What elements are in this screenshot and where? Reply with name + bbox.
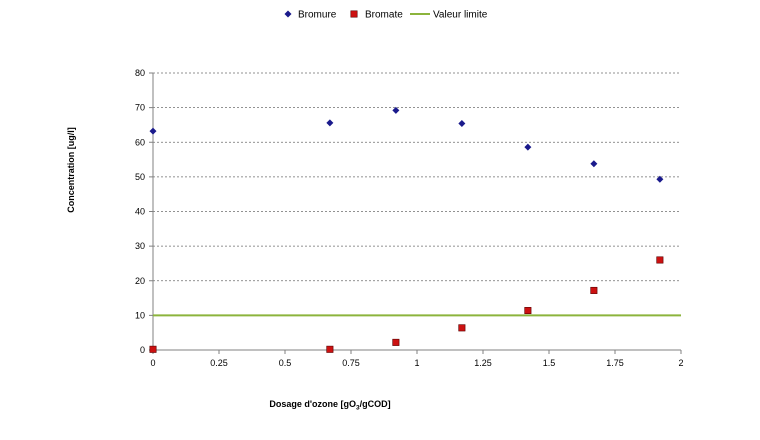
x-tick-label: 0.25 (210, 358, 228, 368)
x-tick-label: 2 (678, 358, 683, 368)
bromate-point (458, 324, 466, 332)
bromure-point (656, 175, 664, 183)
x-tick-label: 0 (150, 358, 155, 368)
axes: 0 10 20 30 40 50 60 70 80 0 0.25 0.5 0.75 1 1.25 1.5 1.7… (135, 68, 684, 368)
bromate-point (656, 256, 664, 264)
legend-marker-bromate (350, 10, 358, 18)
legend-label-valeur-limite: Valeur limite (433, 10, 488, 21)
y-tick-label: 50 (135, 172, 145, 182)
bromate-point (524, 307, 532, 315)
y-tick-label: 30 (135, 241, 145, 251)
x-tick-label: 1.5 (543, 358, 556, 368)
legend-label-bromate: Bromate (365, 10, 403, 21)
bromate-point (326, 345, 334, 353)
legend-label-bromure: Bromure (298, 10, 337, 21)
grid-lines (153, 72, 681, 316)
y-tick-label: 70 (135, 103, 145, 113)
legend: Bromure Bromate Valeur limite (284, 10, 488, 21)
bromure-point (392, 106, 400, 114)
legend-marker-bromure (284, 10, 292, 18)
x-tick-label: 1.75 (606, 358, 624, 368)
x-tick-label: 1 (414, 358, 419, 368)
y-tick-label: 80 (135, 68, 145, 78)
bromate-point (149, 345, 157, 353)
bromure-point (590, 160, 598, 168)
x-tick-label: 1.25 (474, 358, 492, 368)
y-tick-label: 0 (140, 345, 145, 355)
y-tick-label: 10 (135, 310, 145, 320)
y-tick-label: 40 (135, 207, 145, 217)
bromure-point (149, 127, 157, 135)
bromate-point (392, 338, 400, 346)
axis-titles: Concentration [ug/l] Dosage d'ozone [gO3/… (66, 127, 391, 411)
bromure-point (326, 119, 334, 127)
y-tick-label: 20 (135, 276, 145, 286)
bromure-point (458, 120, 466, 128)
bromate-point (590, 286, 598, 294)
x-tick-label: 0.5 (279, 358, 292, 368)
series-marks (149, 106, 681, 353)
x-axis-title: Dosage d'ozone [gO3/gCOD] (269, 399, 390, 412)
bromure-point (524, 143, 532, 151)
x-tick-label: 0.75 (342, 358, 360, 368)
y-tick-label: 60 (135, 137, 145, 147)
y-axis-title: Concentration [ug/l] (66, 127, 76, 213)
